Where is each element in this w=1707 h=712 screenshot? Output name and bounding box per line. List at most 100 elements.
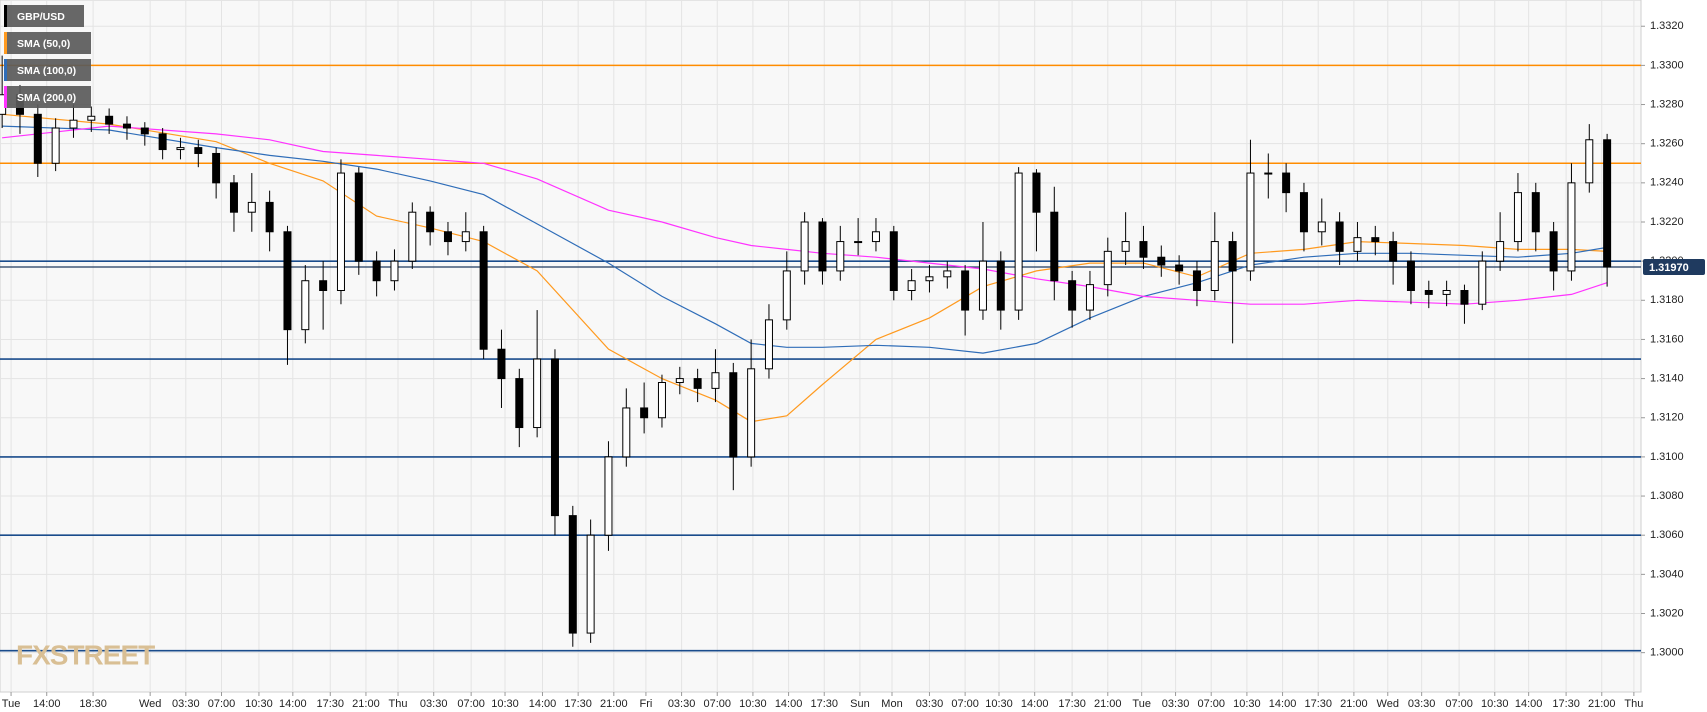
x-tick-label: 10:30: [739, 698, 767, 710]
candle-body: [1299, 192, 1308, 233]
candle-body: [1264, 172, 1273, 175]
candle-body: [1050, 211, 1059, 282]
y-tick-label: 1.3220: [1650, 216, 1684, 228]
candle-body: [622, 407, 631, 458]
x-tick-label: 03:30: [668, 698, 696, 710]
candle-body: [1531, 192, 1540, 233]
y-tick-label: 1.3140: [1650, 372, 1684, 384]
legend-swatch: [4, 59, 7, 81]
y-tick-label: 1.3120: [1650, 412, 1684, 424]
candle-body: [943, 270, 952, 278]
candle-body: [1228, 241, 1237, 272]
x-tick-label: Wed: [1377, 698, 1399, 710]
candle-body: [782, 270, 791, 321]
candle-body: [265, 201, 274, 233]
candle-body: [711, 372, 720, 389]
candle-body: [871, 231, 880, 243]
x-tick-label: Mon: [881, 698, 902, 710]
last-price-tag: [1643, 259, 1705, 276]
x-tick-label: 10:30: [245, 698, 273, 710]
y-tick-label: 1.3080: [1650, 490, 1684, 502]
y-tick-label: 1.3240: [1650, 177, 1684, 189]
x-tick-label: 17:30: [1058, 698, 1086, 710]
x-tick-label: Tue: [2, 698, 21, 710]
candle-body: [319, 280, 328, 292]
candle-body: [443, 231, 452, 243]
candle-body: [764, 319, 773, 370]
x-tick-label: 03:30: [1162, 698, 1190, 710]
candle-body: [1567, 182, 1576, 272]
candle-body: [1210, 241, 1219, 292]
x-tick-label: 03:30: [172, 698, 200, 710]
candle-body: [1549, 231, 1558, 272]
candle-body: [729, 372, 738, 458]
y-tick-label: 1.3320: [1650, 20, 1684, 32]
candle-body: [1442, 290, 1451, 295]
x-tick-label: 21:00: [1094, 698, 1122, 710]
y-tick-label: 1.3260: [1650, 138, 1684, 150]
x-tick-label: 17:30: [1552, 698, 1580, 710]
candle-body: [907, 280, 916, 292]
legend-box: [4, 32, 91, 54]
candle-body: [426, 211, 435, 233]
overlays: [2, 113, 1608, 423]
candle-body: [1032, 172, 1041, 213]
candle-body: [836, 241, 845, 272]
plot-area: [0, 0, 1642, 693]
candle-body: [105, 115, 114, 125]
candle-body: [1085, 284, 1094, 311]
y-tick-label: 1.3100: [1650, 451, 1684, 463]
candle-body: [479, 231, 488, 350]
candle-body: [69, 119, 78, 129]
x-tick-label: 07:00: [703, 698, 731, 710]
candle-body: [354, 172, 363, 262]
candle-body: [693, 378, 702, 389]
candle-body: [1282, 172, 1291, 194]
x-tick-label: Thu: [1624, 698, 1643, 710]
candle-body: [1192, 270, 1201, 292]
watermark: FXSTREET: [16, 639, 155, 670]
candle-body: [51, 127, 60, 164]
x-tick-label: 07:00: [457, 698, 485, 710]
y-tick-label: 1.3040: [1650, 568, 1684, 580]
x-tick-label: 14:00: [1021, 698, 1049, 710]
candle-body: [818, 221, 827, 272]
candle-body: [497, 348, 506, 380]
legend-label: SMA (50,0): [17, 38, 70, 50]
y-tick-label: 1.3180: [1650, 294, 1684, 306]
x-tick-label: 17:30: [1304, 698, 1332, 710]
x-tick-label: 14:00: [33, 698, 61, 710]
x-tick-label: Thu: [389, 698, 408, 710]
candle-body: [390, 260, 399, 282]
x-tick-label: 07:00: [208, 698, 236, 710]
candle-body: [336, 172, 345, 292]
axes: 1.3000 1.3020 1.3040 1.3060 1.3080 1.3100 1.31…: [2, 20, 1705, 710]
candle-body: [87, 115, 96, 121]
candle-body: [925, 276, 934, 282]
x-tick-label: 14:00: [1515, 698, 1543, 710]
candle-body: [176, 147, 185, 151]
x-tick-label: 14:00: [775, 698, 803, 710]
x-tick-label: 03:30: [1408, 698, 1436, 710]
y-tick-label: 1.3000: [1650, 647, 1684, 659]
legend-swatch: [4, 32, 7, 54]
candle-body: [586, 534, 595, 634]
candle-body: [408, 211, 417, 262]
candle-body: [1175, 264, 1184, 272]
candle-body: [1478, 260, 1487, 305]
sma-line: [2, 125, 1608, 354]
candle-body: [1603, 139, 1612, 268]
candle-body: [212, 152, 221, 184]
candle-body: [1103, 250, 1112, 286]
x-tick-label: 21:00: [352, 698, 380, 710]
candle-body: [247, 201, 256, 213]
candle-body: [229, 182, 238, 213]
candle-body: [1496, 241, 1505, 262]
x-tick-label: Tue: [1132, 698, 1151, 710]
candle-body: [1246, 172, 1255, 272]
candle-body: [1371, 237, 1380, 243]
legend-box: [4, 59, 91, 81]
candle-body: [961, 270, 970, 311]
x-tick-label: 10:30: [491, 698, 519, 710]
y-tick-label: 1.3160: [1650, 333, 1684, 345]
